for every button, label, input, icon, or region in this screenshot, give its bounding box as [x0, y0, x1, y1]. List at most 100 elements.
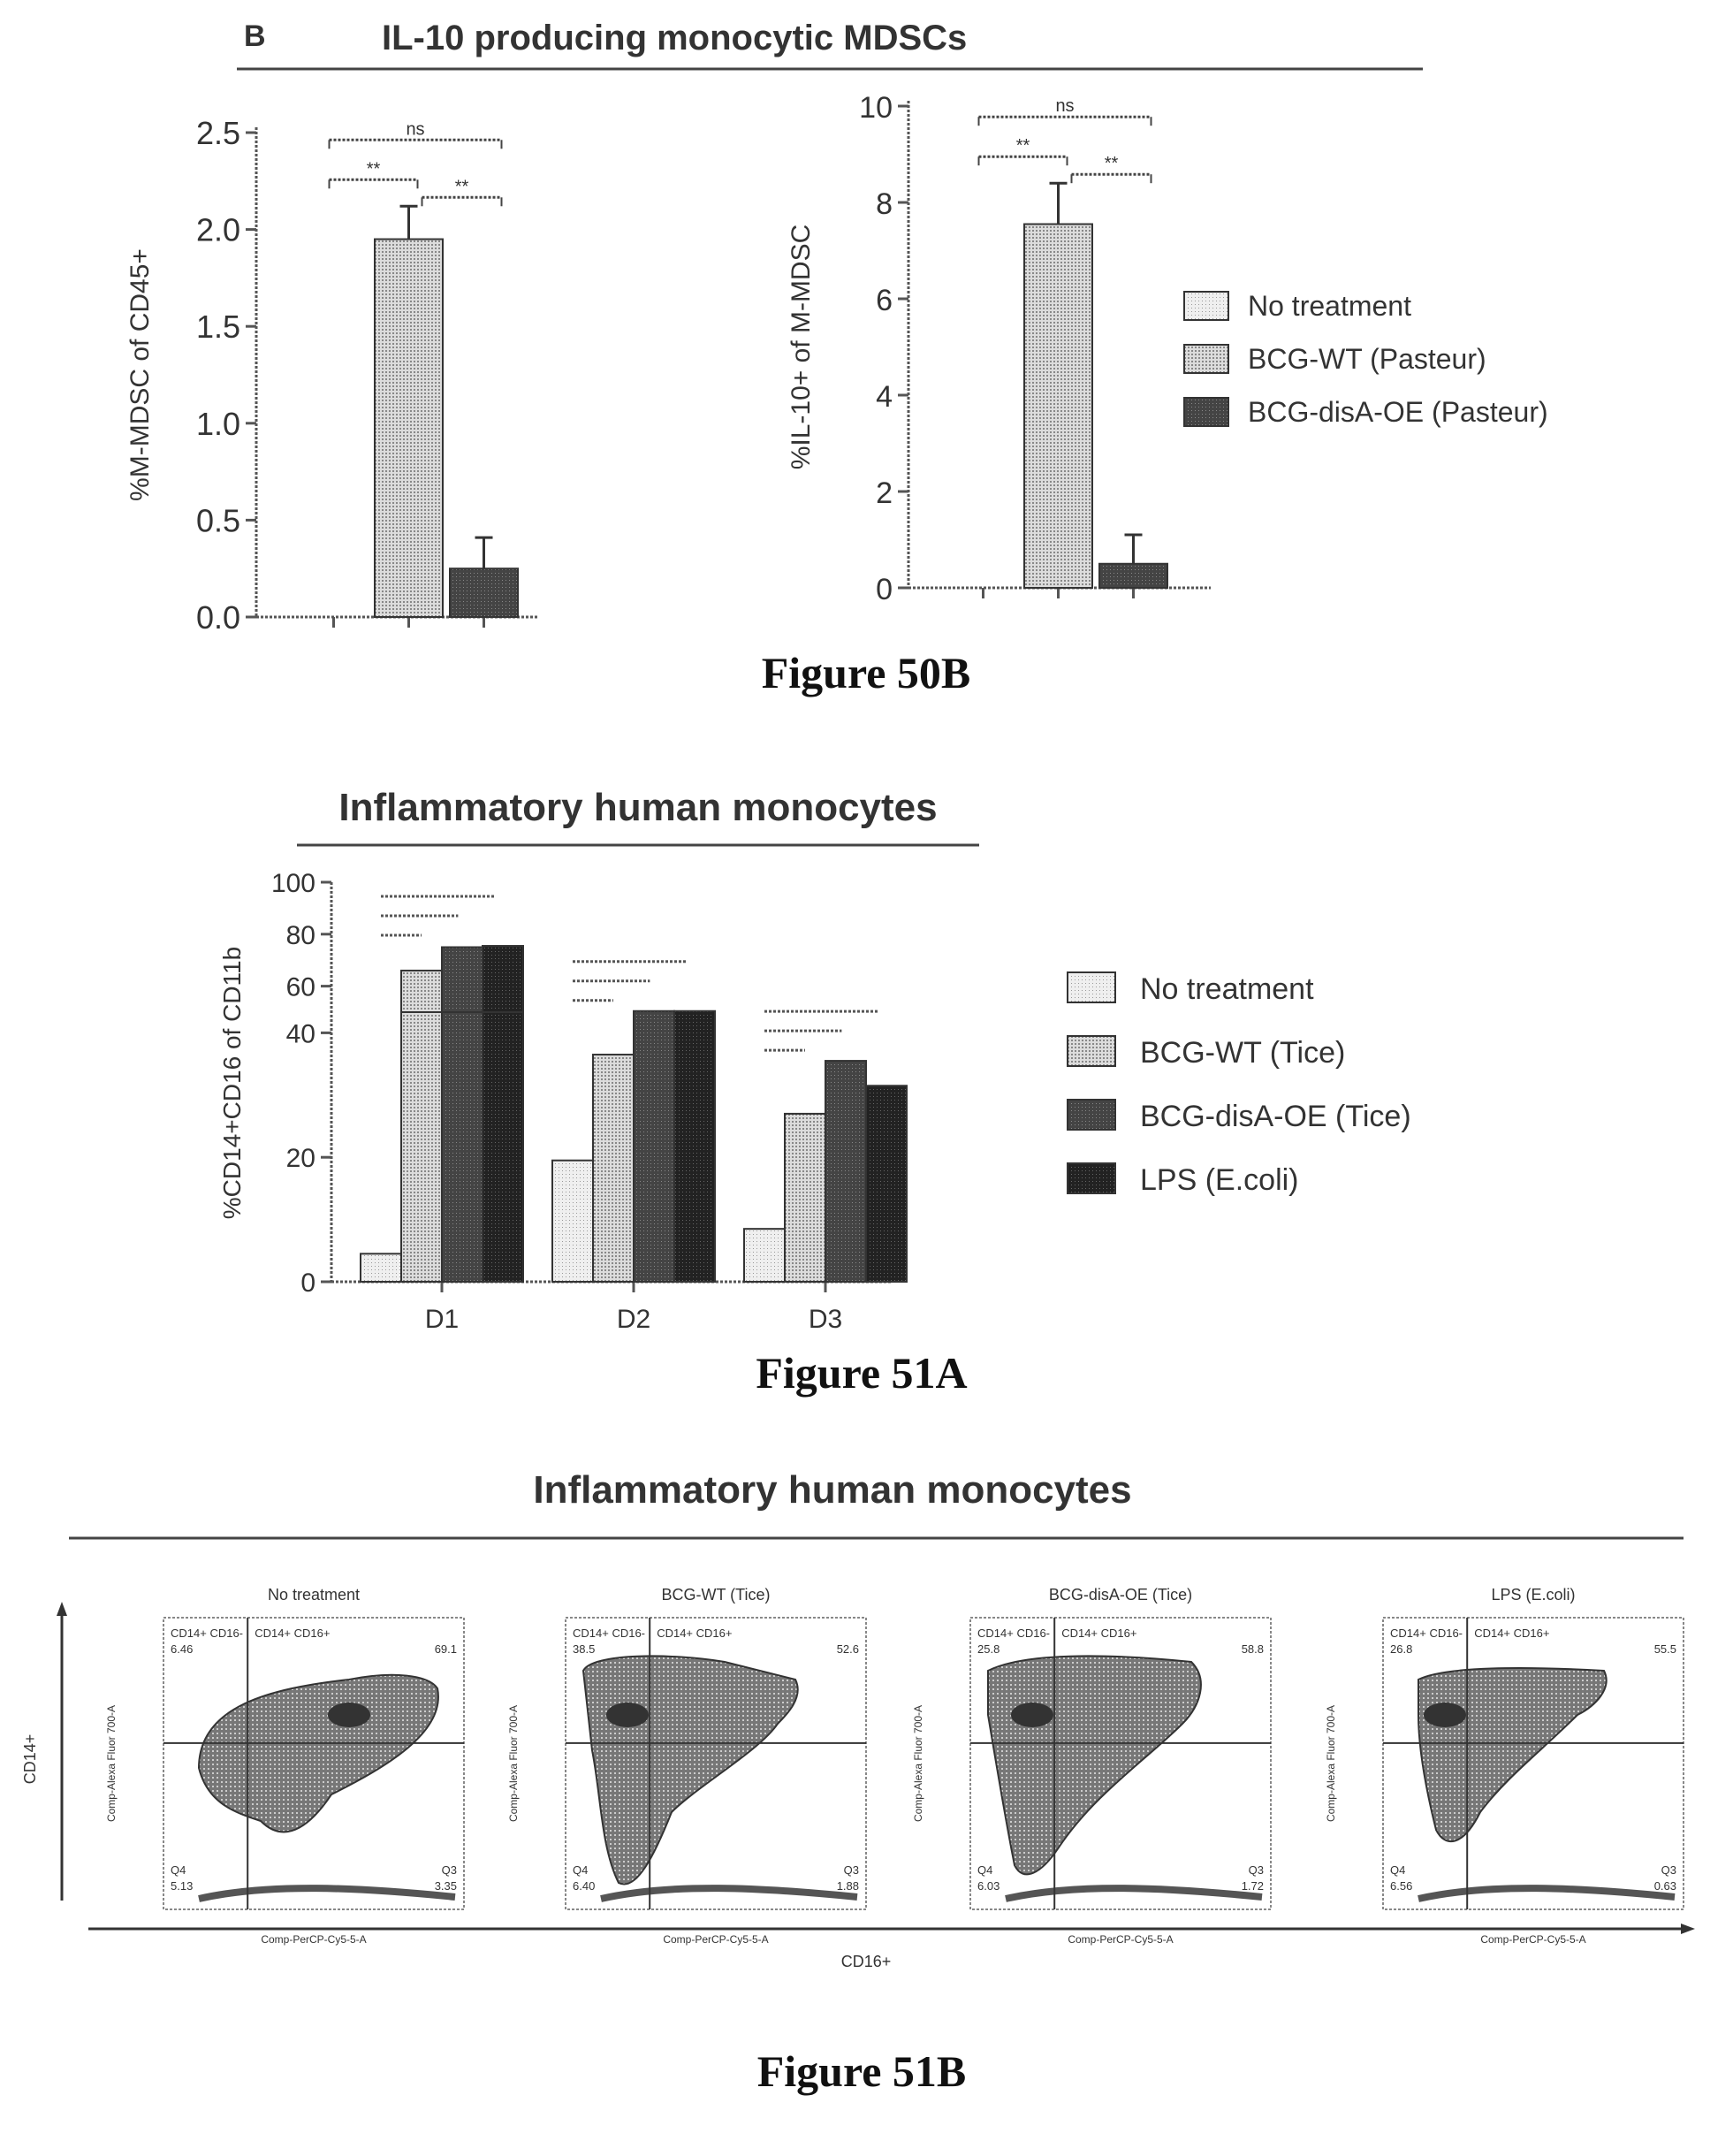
sig-label: **	[1016, 136, 1030, 156]
legend-fig50b: No treatment BCG-WT (Pasteur) BCG-disA-OE …	[1183, 290, 1548, 428]
y-tick-label: 1.0	[196, 406, 240, 442]
quadrant-q2-value: 69.1	[435, 1642, 457, 1656]
flow-plot-frame	[969, 1617, 1272, 1910]
y-tick-label: 2	[876, 476, 893, 510]
flow-baseline-events	[198, 1885, 456, 1902]
fig51b-y-axis-label: CD14+	[21, 1734, 39, 1785]
flow-panel-title: BCG-WT (Tice)	[662, 1586, 771, 1604]
fig50b-caption: Figure 50B	[762, 648, 971, 697]
bar-D3-2	[825, 1060, 867, 1283]
flow-plot-frame	[1382, 1617, 1684, 1910]
y-tick-label: 6	[876, 284, 893, 317]
y-tick-label: 2.0	[196, 212, 240, 248]
quadrant-q3-value: 1.88	[837, 1879, 859, 1893]
legend-label-3: LPS (E.coli)	[1140, 1163, 1299, 1197]
y-tick-label: 0.5	[196, 502, 240, 538]
legend-swatch-1	[1067, 1035, 1116, 1067]
fig51b-title: Inflammatory human monocytes	[533, 1468, 1131, 1512]
quadrant-q3-value: 1.72	[1242, 1879, 1264, 1893]
flow-baseline-events	[1005, 1885, 1263, 1902]
flow-panels: No treatment CD14+ CD16- 6.46 CD14+ CD16+ 69…	[105, 1586, 1684, 1946]
flow-y-axis-label: Comp-Alexa Fluor 700-A	[105, 1705, 118, 1822]
y-tick-label: 0.0	[196, 599, 240, 636]
flow-x-axis-label: Comp-PerCP-Cy5-5-A	[261, 1933, 366, 1946]
sig-label: ns	[406, 119, 424, 139]
fig51a-caption: Figure 51A	[756, 1348, 967, 1398]
panel-letter: B	[244, 19, 266, 53]
bar-D1-2-lower	[441, 970, 483, 1283]
x-tick-label: D2	[617, 1305, 650, 1334]
flow-baseline-events	[1418, 1885, 1676, 1902]
quadrant-q2-label: CD14+ CD16+	[657, 1627, 732, 1640]
quadrant-q2-label: CD14+ CD16+	[255, 1627, 330, 1640]
quadrant-q1-value: 6.46	[171, 1642, 193, 1656]
legend-swatch-1	[1183, 344, 1229, 374]
bar-2	[449, 568, 519, 619]
quadrant-q4-value: 6.56	[1390, 1879, 1412, 1893]
quadrant-q1-value: 25.8	[977, 1642, 1000, 1656]
bar-D2-2	[633, 1009, 675, 1283]
legend-fig51a: No treatment BCG-WT (Tice) BCG-disA-OE (Ti…	[1067, 971, 1411, 1197]
bar-D2-0	[551, 1159, 594, 1283]
y-tick-label: 0	[300, 1268, 315, 1298]
legend-swatch-2	[1183, 397, 1229, 427]
fig51b-caption: Figure 51B	[757, 2046, 967, 2096]
flow-y-axis-label: Comp-Alexa Fluor 700-A	[1325, 1705, 1337, 1822]
bar-D1-1-lower	[400, 970, 443, 1283]
legend-label-0: No treatment	[1248, 290, 1411, 322]
quadrant-q3-label: Q3	[442, 1863, 457, 1877]
fig50b-title: IL-10 producing monocytic MDSCs	[382, 19, 967, 57]
flow-y-axis-label: Comp-Alexa Fluor 700-A	[912, 1705, 924, 1822]
quadrant-q1-label: CD14+ CD16-	[1390, 1627, 1463, 1640]
x-arrowhead-icon	[1681, 1924, 1695, 1934]
bar-D1-0	[360, 1253, 402, 1283]
y-tick-label: 0	[876, 573, 893, 606]
y-tick-label: 1.5	[196, 309, 240, 345]
flow-density-blob	[581, 1655, 799, 1886]
y-tick-label: 2.5	[196, 115, 240, 151]
bar-D2-1	[592, 1054, 635, 1284]
quadrant-q4-label: Q4	[977, 1863, 992, 1877]
flow-panel-title: No treatment	[268, 1586, 360, 1604]
y-axis-label: %CD14+CD16 of CD11b	[218, 947, 246, 1219]
quadrant-q4-value: 6.40	[573, 1879, 595, 1893]
quadrant-q3-value: 3.35	[435, 1879, 457, 1893]
y-tick-label: 20	[286, 1144, 315, 1173]
y-arrowhead-icon	[57, 1602, 67, 1616]
quadrant-q1-value: 26.8	[1390, 1642, 1412, 1656]
sig-label: ns	[1055, 96, 1074, 116]
quadrant-q1-label: CD14+ CD16-	[977, 1627, 1050, 1640]
bar-D3-3	[865, 1085, 908, 1283]
sig-label: **	[367, 159, 381, 179]
flow-panel-title: BCG-disA-OE (Tice)	[1049, 1586, 1192, 1604]
quadrant-q4-label: Q4	[573, 1863, 588, 1877]
flow-density-blob	[1418, 1667, 1608, 1843]
quadrant-q3-value: 0.63	[1654, 1879, 1676, 1893]
legend-label-0: No treatment	[1140, 972, 1314, 1006]
quadrant-q2-label: CD14+ CD16+	[1474, 1627, 1549, 1640]
bar-1	[1023, 223, 1093, 589]
quadrant-q1-label: CD14+ CD16-	[573, 1627, 645, 1640]
bar-D1-3-upper	[482, 945, 524, 1014]
flow-density-core	[1424, 1703, 1466, 1727]
legend-swatch-3	[1067, 1162, 1116, 1194]
chart-mmdsc-of-cd45: 0.0 0.5 1.0 1.5 2.0 2.5 %M-MDSC of CD45+ ** ** ns	[125, 115, 539, 636]
bar-D1-1-upper	[400, 969, 443, 1013]
y-axis-label: %M-MDSC of CD45+	[125, 248, 155, 501]
quadrant-q2-label: CD14+ CD16+	[1061, 1627, 1136, 1640]
quadrant-q4-label: Q4	[1390, 1863, 1405, 1877]
chart-il10-of-mmdsc: 0 2 4 6 8 10 %IL-10+ of M-MDSC ** ** ns	[787, 91, 1211, 606]
flow-density-blob	[197, 1673, 439, 1833]
quadrant-q2-value: 55.5	[1654, 1642, 1676, 1656]
quadrant-q4-value: 6.03	[977, 1879, 1000, 1893]
y-axis-label: %IL-10+ of M-MDSC	[787, 225, 816, 470]
flow-plot-frame	[565, 1617, 867, 1910]
bar-D3-1	[784, 1112, 826, 1284]
quadrant-q3-label: Q3	[1249, 1863, 1264, 1877]
quadrant-q1-value: 38.5	[573, 1642, 595, 1656]
bar-D3-0	[743, 1228, 786, 1284]
quadrant-q1-label: CD14+ CD16-	[171, 1627, 243, 1640]
flow-plot-frame	[163, 1617, 465, 1910]
flow-y-axis-label: Comp-Alexa Fluor 700-A	[507, 1705, 520, 1822]
